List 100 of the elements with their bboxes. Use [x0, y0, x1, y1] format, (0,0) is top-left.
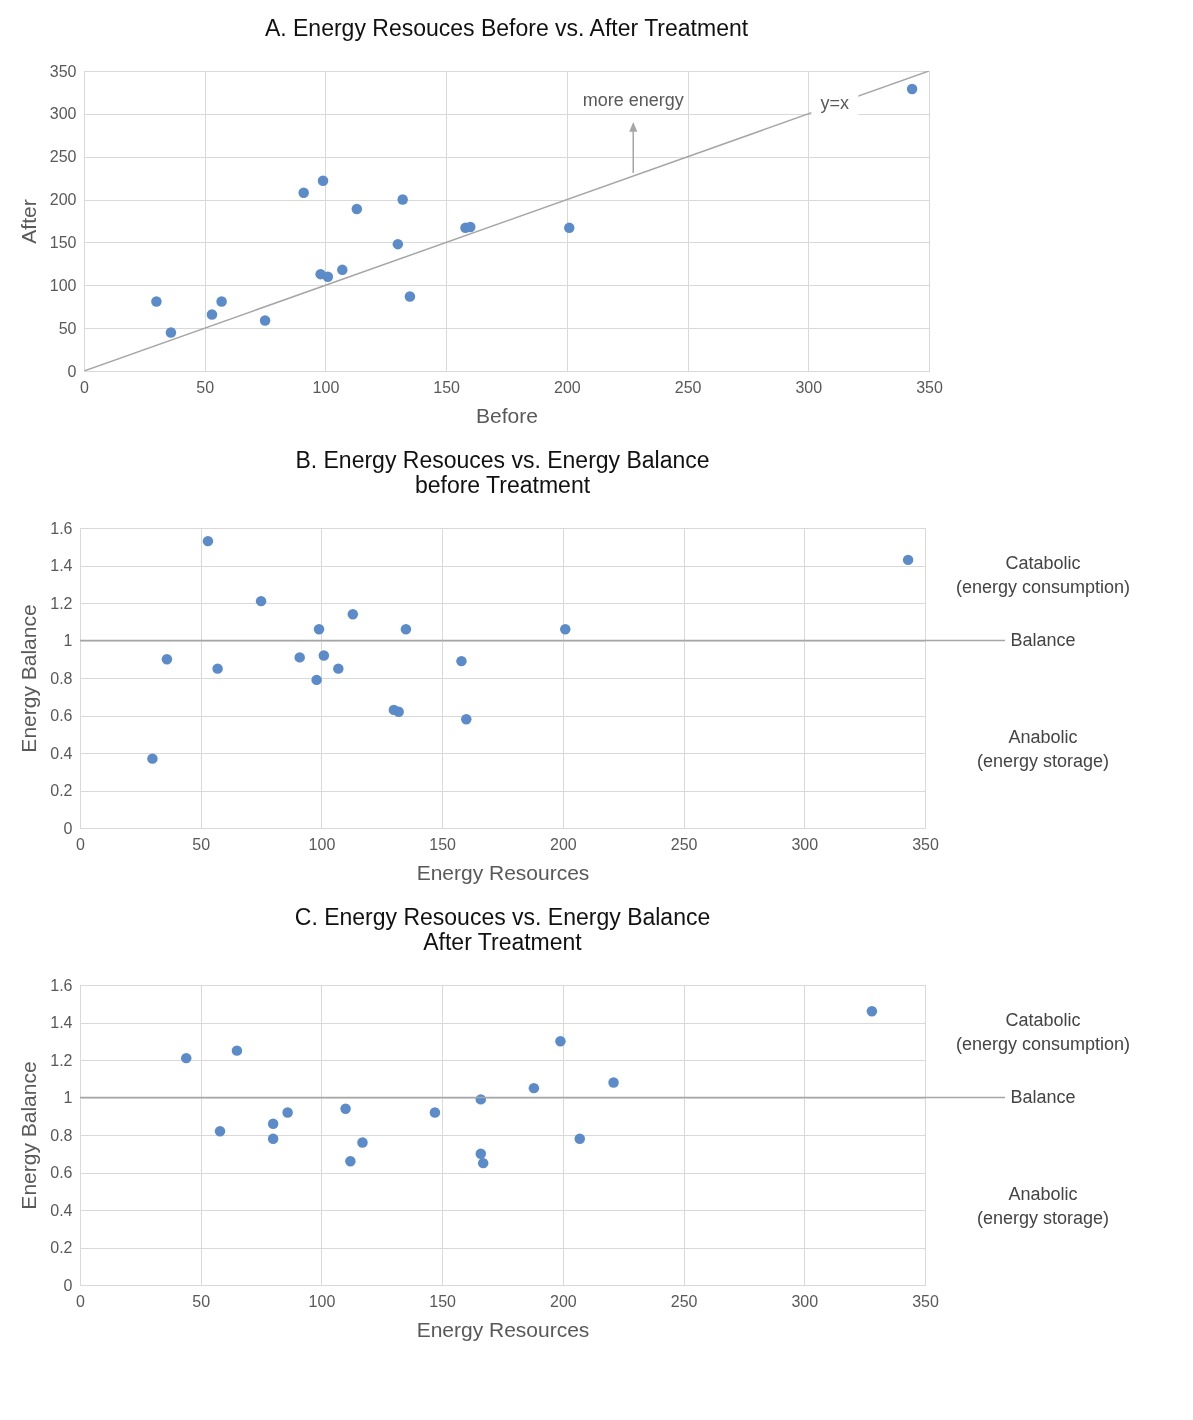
y-tick-label: 0.8 — [50, 669, 73, 687]
y-tick-label: 1.6 — [50, 976, 73, 994]
y-axis-title: After — [16, 199, 40, 244]
point — [429, 1107, 441, 1118]
x-tick-label: 350 — [912, 1292, 939, 1310]
point — [206, 309, 218, 320]
x-tick-label: 100 — [308, 1292, 336, 1310]
point — [255, 595, 267, 607]
x-tick-label: 50 — [192, 1292, 211, 1310]
y-tick-label: 1 — [63, 632, 73, 649]
point — [902, 554, 914, 566]
point — [866, 1006, 878, 1017]
y-tick-label: 0 — [63, 1276, 73, 1294]
y-tick-label: 1.2 — [50, 1051, 73, 1069]
x-tick-label: 200 — [554, 378, 581, 396]
y-tick-label: 0.4 — [50, 1201, 73, 1219]
chart-title: B. Energy Resouces vs. Energy Balance before Treatment — [295, 447, 710, 498]
text: Anabolic (energy storage) — [976, 727, 1110, 771]
point — [477, 1157, 489, 1169]
y-axis-title: Energy Balance — [17, 604, 41, 753]
y-tick-label: 1.4 — [50, 1014, 73, 1031]
y-tick-label: 1 — [63, 1089, 73, 1106]
point — [333, 663, 344, 674]
y-tick-label: 50 — [58, 319, 77, 337]
x-tick-label: 200 — [550, 1292, 577, 1310]
y-tick-label: 0.2 — [50, 782, 73, 799]
chart-title: C. Energy Resouces vs. Energy Balance After Treatment — [294, 904, 711, 955]
point — [294, 652, 305, 663]
point — [318, 650, 330, 661]
y-tick-label: 0 — [67, 362, 77, 380]
point — [161, 654, 173, 665]
point — [151, 296, 162, 307]
point — [317, 175, 329, 186]
point — [347, 609, 359, 620]
point — [311, 674, 322, 686]
point — [397, 194, 408, 205]
x-tick-label: 0 — [80, 378, 90, 396]
point — [574, 1133, 585, 1144]
point — [313, 624, 325, 635]
text: Catabolic (energy consumption) — [955, 1010, 1131, 1054]
point — [475, 1148, 487, 1159]
point — [165, 327, 177, 338]
point — [456, 655, 467, 667]
y-axis-title: Energy Balance — [17, 1061, 41, 1210]
x-tick-label: 100 — [308, 835, 336, 853]
x-axis-title: Before — [476, 403, 538, 427]
y-tick-label: 1.4 — [50, 557, 73, 574]
y-tick-label: 0.2 — [50, 1239, 73, 1256]
point — [322, 271, 334, 282]
point — [392, 238, 404, 250]
x-tick-label: 150 — [429, 835, 457, 853]
y-tick-label: 100 — [49, 276, 77, 294]
x-tick-label: 300 — [791, 1292, 819, 1310]
point — [564, 222, 575, 234]
point — [555, 1036, 566, 1047]
y-tick-label: 350 — [49, 62, 77, 80]
point — [528, 1082, 540, 1094]
point — [214, 1126, 226, 1137]
y-tick-label: 0.4 — [50, 744, 73, 762]
point — [180, 1052, 192, 1064]
point — [357, 1137, 368, 1148]
x-tick-label: 350 — [916, 378, 943, 396]
point — [216, 296, 227, 307]
x-tick-label: 200 — [550, 835, 577, 853]
point — [461, 714, 472, 725]
point — [259, 315, 271, 326]
point — [906, 83, 918, 95]
text: Anabolic (energy storage) — [976, 1184, 1110, 1228]
point — [147, 753, 158, 764]
x-tick-label: 250 — [674, 378, 702, 396]
point — [345, 1156, 356, 1167]
point — [202, 535, 214, 547]
y-tick-label: 300 — [49, 105, 77, 123]
ref-line-label: Balance — [1010, 629, 1076, 650]
y-tick-label: 0 — [63, 819, 73, 837]
point — [400, 624, 412, 635]
point — [212, 663, 223, 674]
x-tick-label: 350 — [912, 835, 939, 853]
x-axis-title: Energy Resources — [416, 1317, 590, 1341]
y-tick-label: 0.6 — [50, 1164, 73, 1181]
x-tick-label: 250 — [670, 835, 698, 853]
point — [267, 1118, 279, 1129]
x-tick-label: 300 — [795, 378, 823, 396]
text: Catabolic (energy consumption) — [955, 553, 1131, 597]
x-tick-label: 100 — [312, 378, 340, 396]
annotation: more energy — [582, 90, 684, 110]
point — [267, 1133, 279, 1144]
point — [282, 1107, 293, 1118]
ref-line-label: Balance — [1010, 1086, 1076, 1107]
x-tick-label: 50 — [196, 378, 215, 396]
point — [340, 1103, 351, 1114]
x-tick-label: 250 — [670, 1292, 698, 1310]
x-tick-label: 150 — [433, 378, 461, 396]
x-axis-title: Energy Resources — [416, 860, 590, 884]
point — [393, 706, 404, 717]
point — [231, 1045, 243, 1056]
y-tick-label: 1.2 — [50, 594, 73, 612]
y-tick-label: 0.8 — [50, 1126, 73, 1144]
point — [298, 187, 309, 198]
y-tick-label: 250 — [49, 148, 77, 166]
